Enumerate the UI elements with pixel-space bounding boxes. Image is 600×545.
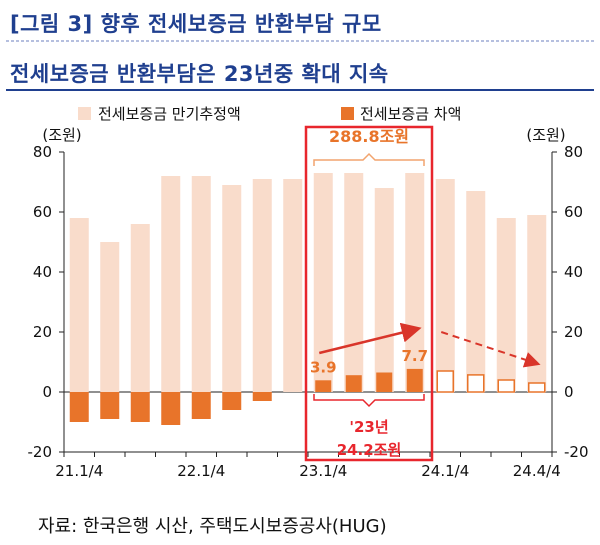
legend-label-difference: 전세보증금 차액 xyxy=(360,105,461,123)
bar-difference-projected xyxy=(528,382,546,393)
left-tick-label: 0 xyxy=(42,383,52,401)
trend-arrow-dashed xyxy=(440,331,541,368)
x-tick-label: 24.4/4 xyxy=(513,462,561,480)
left-tick-label: 40 xyxy=(33,263,52,281)
right-unit-label: (조원) xyxy=(526,126,565,144)
page-title: [그림 3] 향후 전세보증금 반환부담 규모 xyxy=(10,12,382,36)
bar-maturity xyxy=(191,176,211,392)
legend-swatch-maturity xyxy=(78,107,91,120)
bar-difference xyxy=(69,392,89,422)
x-tick-label: 24.1/4 xyxy=(421,462,469,480)
right-tick-label: -20 xyxy=(564,443,589,461)
right-tick-label: 40 xyxy=(564,263,583,281)
bar-difference xyxy=(315,380,332,392)
source-note: 자료: 한국은행 시산, 주택도시보증공사(HUG) xyxy=(38,516,387,537)
bar-difference xyxy=(191,392,211,419)
trend-arrow-solid xyxy=(318,322,422,355)
bar-maturity xyxy=(496,218,516,392)
bar-maturity xyxy=(435,179,455,392)
bar-maturity xyxy=(161,176,181,392)
value-label-first: 3.9 xyxy=(310,358,337,376)
left-tick-label: 60 xyxy=(33,203,52,221)
legend-swatch-difference xyxy=(341,107,354,120)
bar-maturity xyxy=(527,215,547,392)
bar-maturity xyxy=(222,185,242,392)
left-tick-label: 20 xyxy=(33,323,52,341)
bar-maturity xyxy=(252,179,272,392)
bar-maturity xyxy=(100,242,120,392)
bar-difference xyxy=(252,392,272,401)
bar-difference xyxy=(100,392,120,419)
x-tick-label: 22.1/4 xyxy=(177,462,225,480)
bar-difference-projected xyxy=(497,379,515,393)
left-tick-label: -20 xyxy=(28,443,53,461)
bar-difference-projected xyxy=(436,370,454,393)
bar-difference xyxy=(130,392,150,422)
highlight-box xyxy=(304,125,434,462)
left-unit-label: (조원) xyxy=(42,126,81,144)
bar-maturity xyxy=(374,188,394,392)
bar-difference xyxy=(222,392,242,410)
bar-difference xyxy=(406,368,423,392)
bar-difference xyxy=(161,392,181,425)
x-tick-label: 21.1/4 xyxy=(55,462,103,480)
left-tick-label: 80 xyxy=(33,143,52,161)
bar-difference-projected xyxy=(467,374,485,393)
right-tick-label: 60 xyxy=(564,203,583,221)
value-label-last: 7.7 xyxy=(401,347,428,365)
bottom-brace xyxy=(313,394,425,408)
bar-maturity xyxy=(69,218,89,392)
highlight-sum-label: 24.2조원 xyxy=(337,441,402,459)
bar-maturity xyxy=(130,224,150,392)
right-tick-label: 80 xyxy=(564,143,583,161)
bar-maturity xyxy=(466,191,486,392)
right-tick-label: 20 xyxy=(564,323,583,341)
bar-maturity xyxy=(313,173,333,392)
highlight-total-label: 288.8조원 xyxy=(329,127,409,146)
bar-difference xyxy=(345,375,362,392)
bar-maturity xyxy=(283,179,303,392)
right-tick-label: 0 xyxy=(564,383,574,401)
bar-maturity xyxy=(344,173,364,392)
x-tick-label: 23.1/4 xyxy=(299,462,347,480)
top-brace xyxy=(313,152,425,166)
page-subtitle: 전세보증금 반환부담은 23년중 확대 지속 xyxy=(10,62,389,86)
bar-difference xyxy=(376,372,393,392)
legend-label-maturity: 전세보증금 만기추정액 xyxy=(98,105,241,123)
highlight-year-label: '23년 xyxy=(349,418,388,436)
